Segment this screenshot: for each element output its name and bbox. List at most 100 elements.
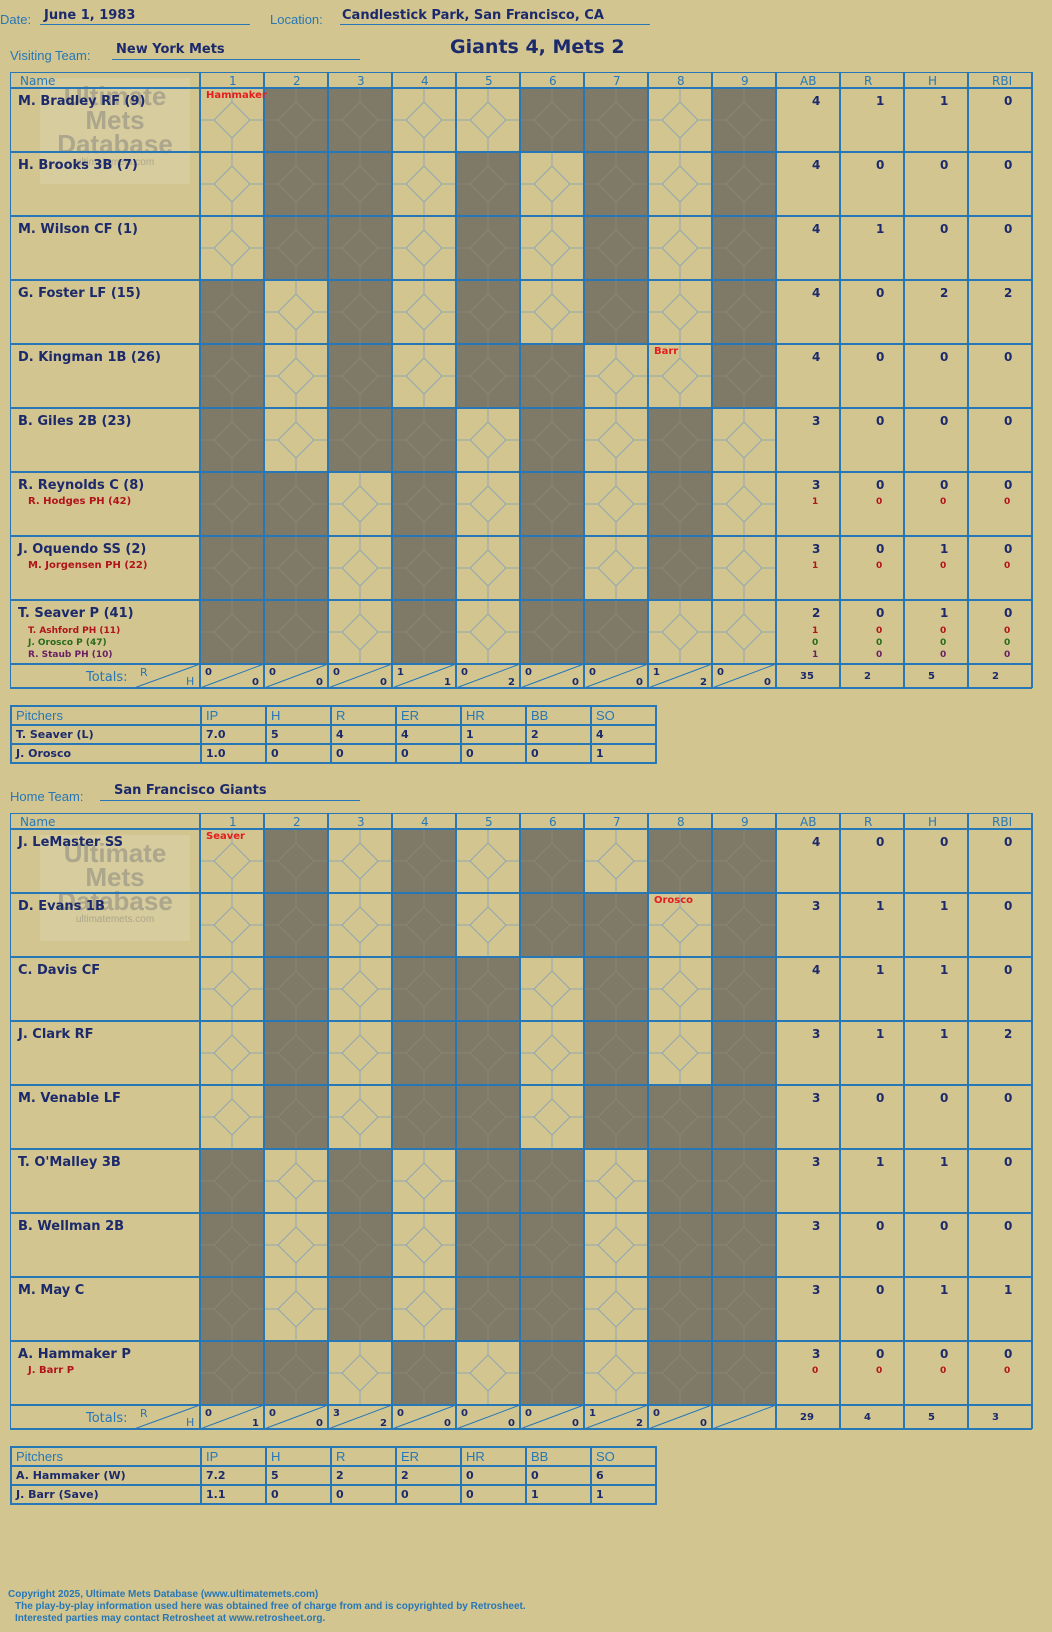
batter-stat: 0 (940, 414, 948, 428)
batter-name: D. Kingman 1B (26) (18, 350, 161, 365)
col-er: ER (395, 705, 462, 726)
pitcher-name: J. Orosco (10, 743, 202, 764)
inning-runs: 1 (653, 667, 660, 678)
retrosheet-notice: The play-by-play information used here w… (15, 1601, 526, 1612)
batter-stat: 1 (876, 963, 884, 977)
batter-stat: 1 (876, 94, 884, 108)
inning-header: 3 (357, 815, 365, 829)
inning-runs: 0 (269, 1408, 276, 1419)
inning-header: 5 (485, 74, 493, 88)
batter-stat: 3 (812, 1283, 820, 1297)
inning-hits: 0 (764, 677, 771, 688)
batter-stat: 0 (1004, 158, 1012, 172)
batter-stat: 0 (876, 478, 884, 492)
batter-stat: 1 (940, 1155, 948, 1169)
inning-hits: 0 (636, 677, 643, 688)
inning-hits: 0 (252, 677, 259, 688)
batter-stat: 1 (812, 561, 818, 571)
team-total: 3 (992, 1412, 999, 1423)
batter-stat: 3 (812, 899, 820, 913)
inning-runs: 0 (205, 667, 212, 678)
watermark-logo: Ultimate Mets Database ultimatemets.com (40, 835, 190, 941)
batter-name: J. LeMaster SS (17, 835, 123, 850)
pitcher-stat: 0 (330, 743, 397, 764)
batter-stat: 0 (876, 1219, 884, 1233)
batter-stat: 3 (812, 478, 820, 492)
pitcher-stat: 4 (395, 724, 462, 745)
inning-hits: 0 (508, 1418, 515, 1429)
batter-stat: 0 (940, 650, 946, 660)
pitcher-stat: 0 (330, 1484, 397, 1505)
col-so: SO (590, 705, 657, 726)
batter-stat: 0 (940, 626, 946, 636)
batter-stat: 1 (812, 650, 818, 660)
team-total: 2 (864, 671, 871, 682)
batter-stat: 0 (1004, 542, 1012, 556)
inning-header: 1 (229, 74, 237, 88)
inning-runs: 0 (461, 1408, 468, 1419)
substitute-name: J. Orosco P (47) (27, 638, 107, 648)
pitcher-stat: 0 (395, 743, 462, 764)
batter-stat: 1 (876, 1027, 884, 1041)
batter-name: R. Reynolds C (8) (18, 478, 144, 493)
pitching-change-note: Seaver (206, 831, 245, 842)
pitcher-stat: 2 (330, 1465, 397, 1486)
inning-hits: 2 (508, 677, 515, 688)
batter-stat: 2 (1004, 286, 1012, 300)
inning-header: 8 (677, 815, 685, 829)
batter-stat: 3 (812, 1347, 820, 1361)
name-column-header: Name (20, 815, 55, 829)
inning-hits: 1 (252, 1418, 259, 1429)
batter-stat: 3 (812, 1091, 820, 1105)
pitcher-stat: 0 (265, 743, 332, 764)
inning-runs: 0 (717, 667, 724, 678)
batter-stat: 0 (1004, 497, 1010, 507)
pitcher-stat: 0 (525, 1465, 592, 1486)
batter-stat: 1 (940, 94, 948, 108)
batter-stat: 0 (940, 1219, 948, 1233)
pitcher-stat: 7.0 (200, 724, 267, 745)
substitute-name: J. Barr P (27, 1365, 74, 1376)
footer: Copyright 2025, Ultimate Mets Database (… (8, 1589, 526, 1625)
visitors-scoresheet: Name 1 2 3 4 5 6 7 8 9 AB R H RBI M. Bradley RF (9) 4 1 1… (10, 72, 1033, 689)
inning-runs: 0 (525, 1408, 532, 1419)
batter-stat: 2 (940, 286, 948, 300)
pitcher-stat: 1 (590, 1484, 657, 1505)
inning-header: 7 (613, 74, 621, 88)
batter-stat: 0 (876, 158, 884, 172)
col-h: H (265, 705, 332, 726)
inning-runs: 0 (205, 1408, 212, 1419)
inning-hits: 0 (700, 1418, 707, 1429)
batter-stat: 1 (940, 1027, 948, 1041)
runs-label: R (140, 1407, 148, 1420)
batter-stat: 0 (812, 1366, 818, 1376)
team-total: 35 (800, 671, 814, 682)
retrosheet-contact: Interested parties may contact Retroshee… (15, 1613, 326, 1624)
inning-runs: 0 (525, 667, 532, 678)
batter-stat: 0 (1004, 222, 1012, 236)
stat-header: R (864, 815, 872, 829)
inning-header: 9 (741, 74, 749, 88)
batter-name: M. Venable LF (18, 1091, 121, 1106)
batter-stat: 1 (940, 542, 948, 556)
batter-stat: 0 (1004, 478, 1012, 492)
inning-runs: 0 (461, 667, 468, 678)
visitors-pitching-table: Pitchers IP H R ER HR BB SO T. Seaver (L… (10, 705, 657, 764)
inning-header: 2 (293, 815, 301, 829)
batter-stat: 3 (812, 542, 820, 556)
batter-name: M. Bradley RF (9) (18, 94, 145, 109)
pitcher-stat: 5 (265, 724, 332, 745)
batter-stat: 0 (1004, 638, 1010, 648)
batter-stat: 0 (1004, 350, 1012, 364)
batter-stat: 0 (1004, 835, 1012, 849)
team-total: 4 (864, 1412, 871, 1423)
batter-stat: 0 (940, 222, 948, 236)
batter-stat: 0 (940, 835, 948, 849)
stat-header: H (928, 74, 937, 88)
inning-header: 3 (357, 74, 365, 88)
batter-stat: 3 (812, 1027, 820, 1041)
batter-stat: 1 (876, 222, 884, 236)
pitcher-row: J. Barr (Save) 1.1 0 0 0 0 1 1 (10, 1484, 657, 1505)
batter-stat: 4 (812, 963, 820, 977)
inning-runs: 0 (589, 667, 596, 678)
